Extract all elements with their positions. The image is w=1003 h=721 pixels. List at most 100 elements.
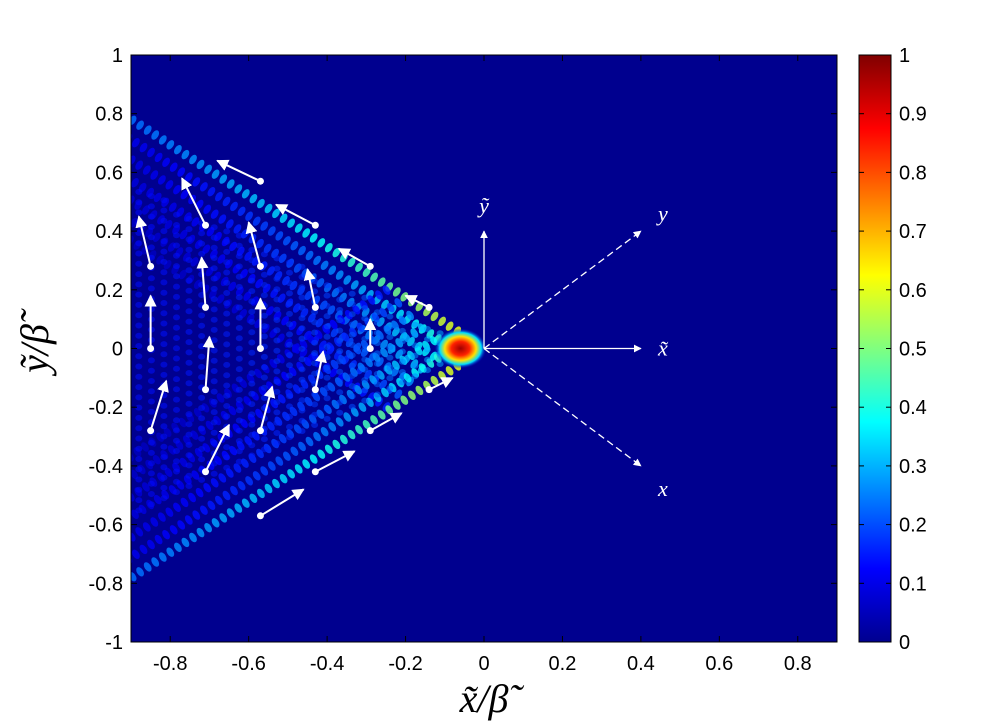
wake-cell: [424, 356, 431, 363]
wake-crest: [76, 182, 87, 194]
wake-peak: [434, 328, 487, 369]
wake-crest: [362, 267, 371, 277]
wake-crest: [166, 547, 175, 557]
wake-cell: [298, 325, 306, 332]
wake-crest: [199, 182, 208, 192]
velocity-arrow: [196, 256, 209, 308]
wake-crest: [252, 471, 261, 481]
wake-cell: [135, 301, 143, 308]
velocity-arrow: [216, 159, 261, 183]
wake-crest: [83, 498, 94, 510]
wake-cell: [386, 313, 394, 320]
wake-crest: [445, 321, 454, 331]
wake-cell: [147, 203, 155, 210]
wake-cell: [286, 372, 293, 379]
wake-crest: [417, 323, 426, 333]
wake-crest: [35, 549, 46, 561]
velocity-arrow: [204, 423, 230, 473]
wake-cell: [160, 330, 168, 337]
wake-cell: [135, 343, 143, 349]
wake-cell: [135, 445, 143, 452]
wake-crest: [275, 456, 284, 466]
colorbar-tick-label: 0.5: [899, 339, 927, 361]
wake-cell: [210, 275, 218, 282]
wake-cell: [273, 378, 281, 385]
wake-cell: [235, 253, 243, 260]
wake-crest: [98, 197, 109, 209]
wake-cell: [147, 439, 155, 446]
wake-crest: [0, 534, 7, 546]
wake-cell: [223, 454, 231, 461]
wake-crest: [136, 567, 145, 577]
wake-cell: [210, 439, 218, 446]
arrow-origin: [311, 386, 319, 394]
wake-crest: [62, 552, 73, 564]
wake-cell: [248, 308, 256, 315]
velocity-arrows: [135, 159, 454, 520]
wake-crest: [267, 226, 276, 236]
wake-cell: [273, 388, 281, 395]
wake-cell: [298, 387, 306, 393]
wake-cell: [361, 325, 369, 332]
wake-cell: [185, 472, 193, 479]
wake-cell: [235, 242, 243, 249]
wake-crest: [191, 470, 200, 480]
wake-cell: [386, 344, 394, 351]
wake-cell: [173, 211, 180, 218]
arrow-origin: [202, 221, 210, 229]
wake-cell: [323, 385, 331, 392]
wake-crest: [39, 567, 50, 579]
wake-crest: [77, 142, 88, 154]
wake-crest: [21, 46, 32, 58]
wake-crest: [207, 500, 216, 510]
wake-cell: [286, 300, 293, 307]
arrow-origin: [256, 512, 264, 520]
wake-crest: [180, 497, 189, 508]
wake-cell: [286, 362, 293, 369]
wake-crest: [0, 128, 4, 140]
wake-cell: [173, 396, 180, 403]
wake-crest: [46, 522, 57, 534]
wake-cell: [348, 300, 356, 307]
arrow-origin: [202, 386, 210, 394]
wake-cell: [260, 292, 268, 299]
wake-cell: [173, 324, 180, 331]
wake-crest: [16, 582, 27, 594]
wake-cell: [398, 379, 406, 386]
wake-cell: [235, 273, 243, 280]
velocity-arrow: [303, 268, 317, 308]
wake-crest: [131, 532, 136, 542]
velocity-arrow: [259, 488, 305, 517]
wake-crest: [54, 557, 65, 569]
wake-cell: [348, 342, 356, 348]
wake-cell: [323, 282, 331, 289]
wake-cell: [147, 275, 155, 282]
wake-cell: [185, 349, 193, 356]
wake-cell: [260, 446, 268, 453]
wake-cell: [235, 407, 243, 414]
wake-crest: [189, 532, 197, 543]
wake-crest: [290, 241, 299, 251]
wake-cell: [311, 278, 319, 285]
wake-cell: [411, 373, 419, 380]
wake-crest: [335, 417, 344, 427]
wake-cell: [198, 394, 206, 401]
wake-cell: [248, 401, 256, 408]
wake-cell: [273, 358, 281, 365]
wake-cell: [173, 314, 180, 321]
wake-crest: [229, 241, 238, 252]
wake-crest: [0, 574, 8, 586]
wake-cell: [248, 298, 256, 305]
wake-cell: [210, 388, 218, 395]
wake-crest: [266, 266, 275, 276]
y-tick-label: 0.6: [95, 162, 123, 184]
wake-cell: [173, 232, 180, 239]
wake-cell: [386, 385, 394, 392]
wake-crest: [354, 385, 363, 395]
wake-cell: [286, 382, 293, 389]
arrow-origin: [366, 262, 374, 270]
wake-crest: [260, 221, 269, 231]
wake-crest: [196, 159, 205, 170]
y-tick-label: 0.8: [95, 104, 123, 126]
arrow-origin: [366, 427, 374, 435]
